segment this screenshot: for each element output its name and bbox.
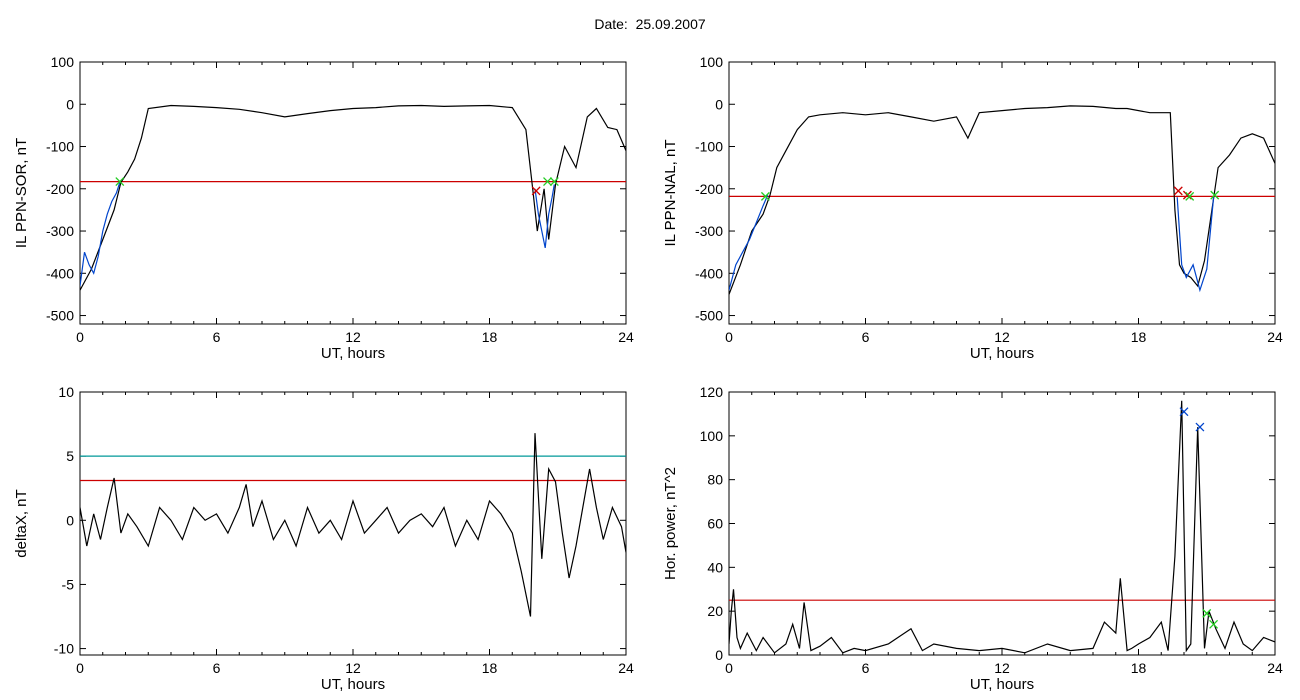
- y-tick-label: -100: [46, 139, 74, 155]
- x-tick-label: 12: [345, 660, 361, 676]
- date-value: 25.09.2007: [635, 16, 706, 32]
- cross-marker: [115, 177, 125, 187]
- series-line-3: [1176, 197, 1215, 293]
- cross-marker: [1185, 191, 1195, 201]
- cross-marker: [1173, 186, 1183, 196]
- x-tick-label: 12: [994, 660, 1010, 676]
- y-tick-label: -200: [46, 181, 74, 197]
- series-line-1: [80, 433, 626, 617]
- plot-area: [80, 433, 626, 617]
- y-tick-label: 20: [707, 603, 723, 619]
- y-tick-label: -5: [62, 576, 75, 592]
- y-tick-label: 0: [66, 96, 74, 112]
- series-line-3: [534, 184, 555, 249]
- x-tick-label: 0: [725, 660, 733, 676]
- y-tick-label: 100: [700, 428, 724, 444]
- cross-marker: [549, 177, 559, 187]
- y-tick-label: 0: [715, 96, 723, 112]
- x-tick-label: 18: [482, 329, 498, 345]
- x-tick-label: 24: [1267, 329, 1283, 345]
- x-tick-label: 18: [482, 660, 498, 676]
- y-tick-label: -10: [54, 641, 74, 657]
- plot-area: [729, 105, 1275, 295]
- y-axis-label: IL PPN-SOR, nT: [13, 138, 30, 248]
- y-tick-label: 120: [700, 384, 724, 400]
- cross-marker: [1179, 407, 1189, 417]
- y-tick-label: -500: [695, 308, 723, 324]
- y-tick-label: -300: [46, 223, 74, 239]
- panel-1: 0 6 12 18 24 100 0 -100 -200 -300 -400 -500 UT, hour…: [13, 54, 634, 362]
- plot-area: [80, 104, 626, 291]
- cross-marker: [531, 186, 541, 196]
- x-axis-label: UT, hours: [321, 676, 385, 693]
- y-tick-label: 100: [51, 54, 75, 70]
- plot-frame: [728, 391, 1276, 656]
- x-tick-label: 6: [862, 329, 870, 345]
- series-line-2: [729, 194, 769, 291]
- x-tick-label: 0: [725, 329, 733, 345]
- cross-marker: [760, 191, 770, 201]
- y-tick-label: 40: [707, 559, 723, 575]
- y-tick-label: 0: [715, 647, 723, 663]
- y-tick-label: 10: [58, 384, 74, 400]
- series-line-1: [729, 400, 1275, 654]
- y-axis-label: IL PPN-NAL, nT: [662, 140, 679, 247]
- y-tick-label: -300: [695, 223, 723, 239]
- y-tick-label: -400: [695, 265, 723, 281]
- x-axis-label: UT, hours: [970, 676, 1034, 693]
- y-tick-label: -500: [46, 308, 74, 324]
- series-line-1: [80, 104, 626, 291]
- cross-marker: [543, 177, 552, 187]
- y-axis-label: deltaX, nT: [13, 489, 30, 557]
- x-axis-label: UT, hours: [970, 345, 1034, 362]
- x-tick-label: 12: [345, 329, 361, 345]
- panel-4: 0 6 12 18 24 120 100 80 60 40 20 0 UT, hours Hor. pow…: [662, 384, 1283, 693]
- date-label: Date:: [594, 16, 628, 32]
- y-tick-label: 5: [66, 448, 74, 464]
- cross-marker: [1182, 190, 1192, 200]
- cross-marker: [1209, 619, 1219, 629]
- cross-marker: [1195, 422, 1205, 432]
- panel-2: 0 6 12 18 24 100 0 -100 -200 -300 -400 -500 UT, hour…: [662, 54, 1283, 362]
- series-line-1: [729, 105, 1275, 295]
- cross-marker: [1210, 190, 1220, 200]
- y-tick-label: -400: [46, 265, 74, 281]
- x-tick-label: 0: [76, 660, 84, 676]
- x-tick-label: 6: [862, 660, 870, 676]
- x-tick-label: 18: [1131, 660, 1147, 676]
- x-tick-label: 18: [1131, 329, 1147, 345]
- y-tick-label: 100: [700, 54, 724, 70]
- x-tick-label: 24: [618, 660, 634, 676]
- plot-area: [729, 400, 1275, 654]
- x-tick-label: 0: [76, 329, 84, 345]
- y-tick-label: 60: [707, 516, 723, 532]
- x-tick-label: 24: [618, 329, 634, 345]
- cross-marker: [1202, 608, 1212, 618]
- x-tick-label: 12: [994, 329, 1010, 345]
- series-line-2: [80, 182, 121, 287]
- x-tick-label: 6: [213, 660, 221, 676]
- chart-header: Date: 25.09.2007: [0, 16, 1300, 32]
- y-tick-label: -100: [695, 139, 723, 155]
- x-tick-label: 6: [213, 329, 221, 345]
- y-tick-label: 0: [66, 512, 74, 528]
- x-tick-label: 24: [1267, 660, 1283, 676]
- y-axis-label: Hor. power, nT^2: [662, 467, 679, 580]
- y-tick-label: -200: [695, 181, 723, 197]
- panel-3: 0 6 12 18 24 10 5 0 -5 -10 UT, hours deltaX, nT: [13, 384, 634, 693]
- y-tick-label: 80: [707, 472, 723, 488]
- x-axis-label: UT, hours: [321, 345, 385, 362]
